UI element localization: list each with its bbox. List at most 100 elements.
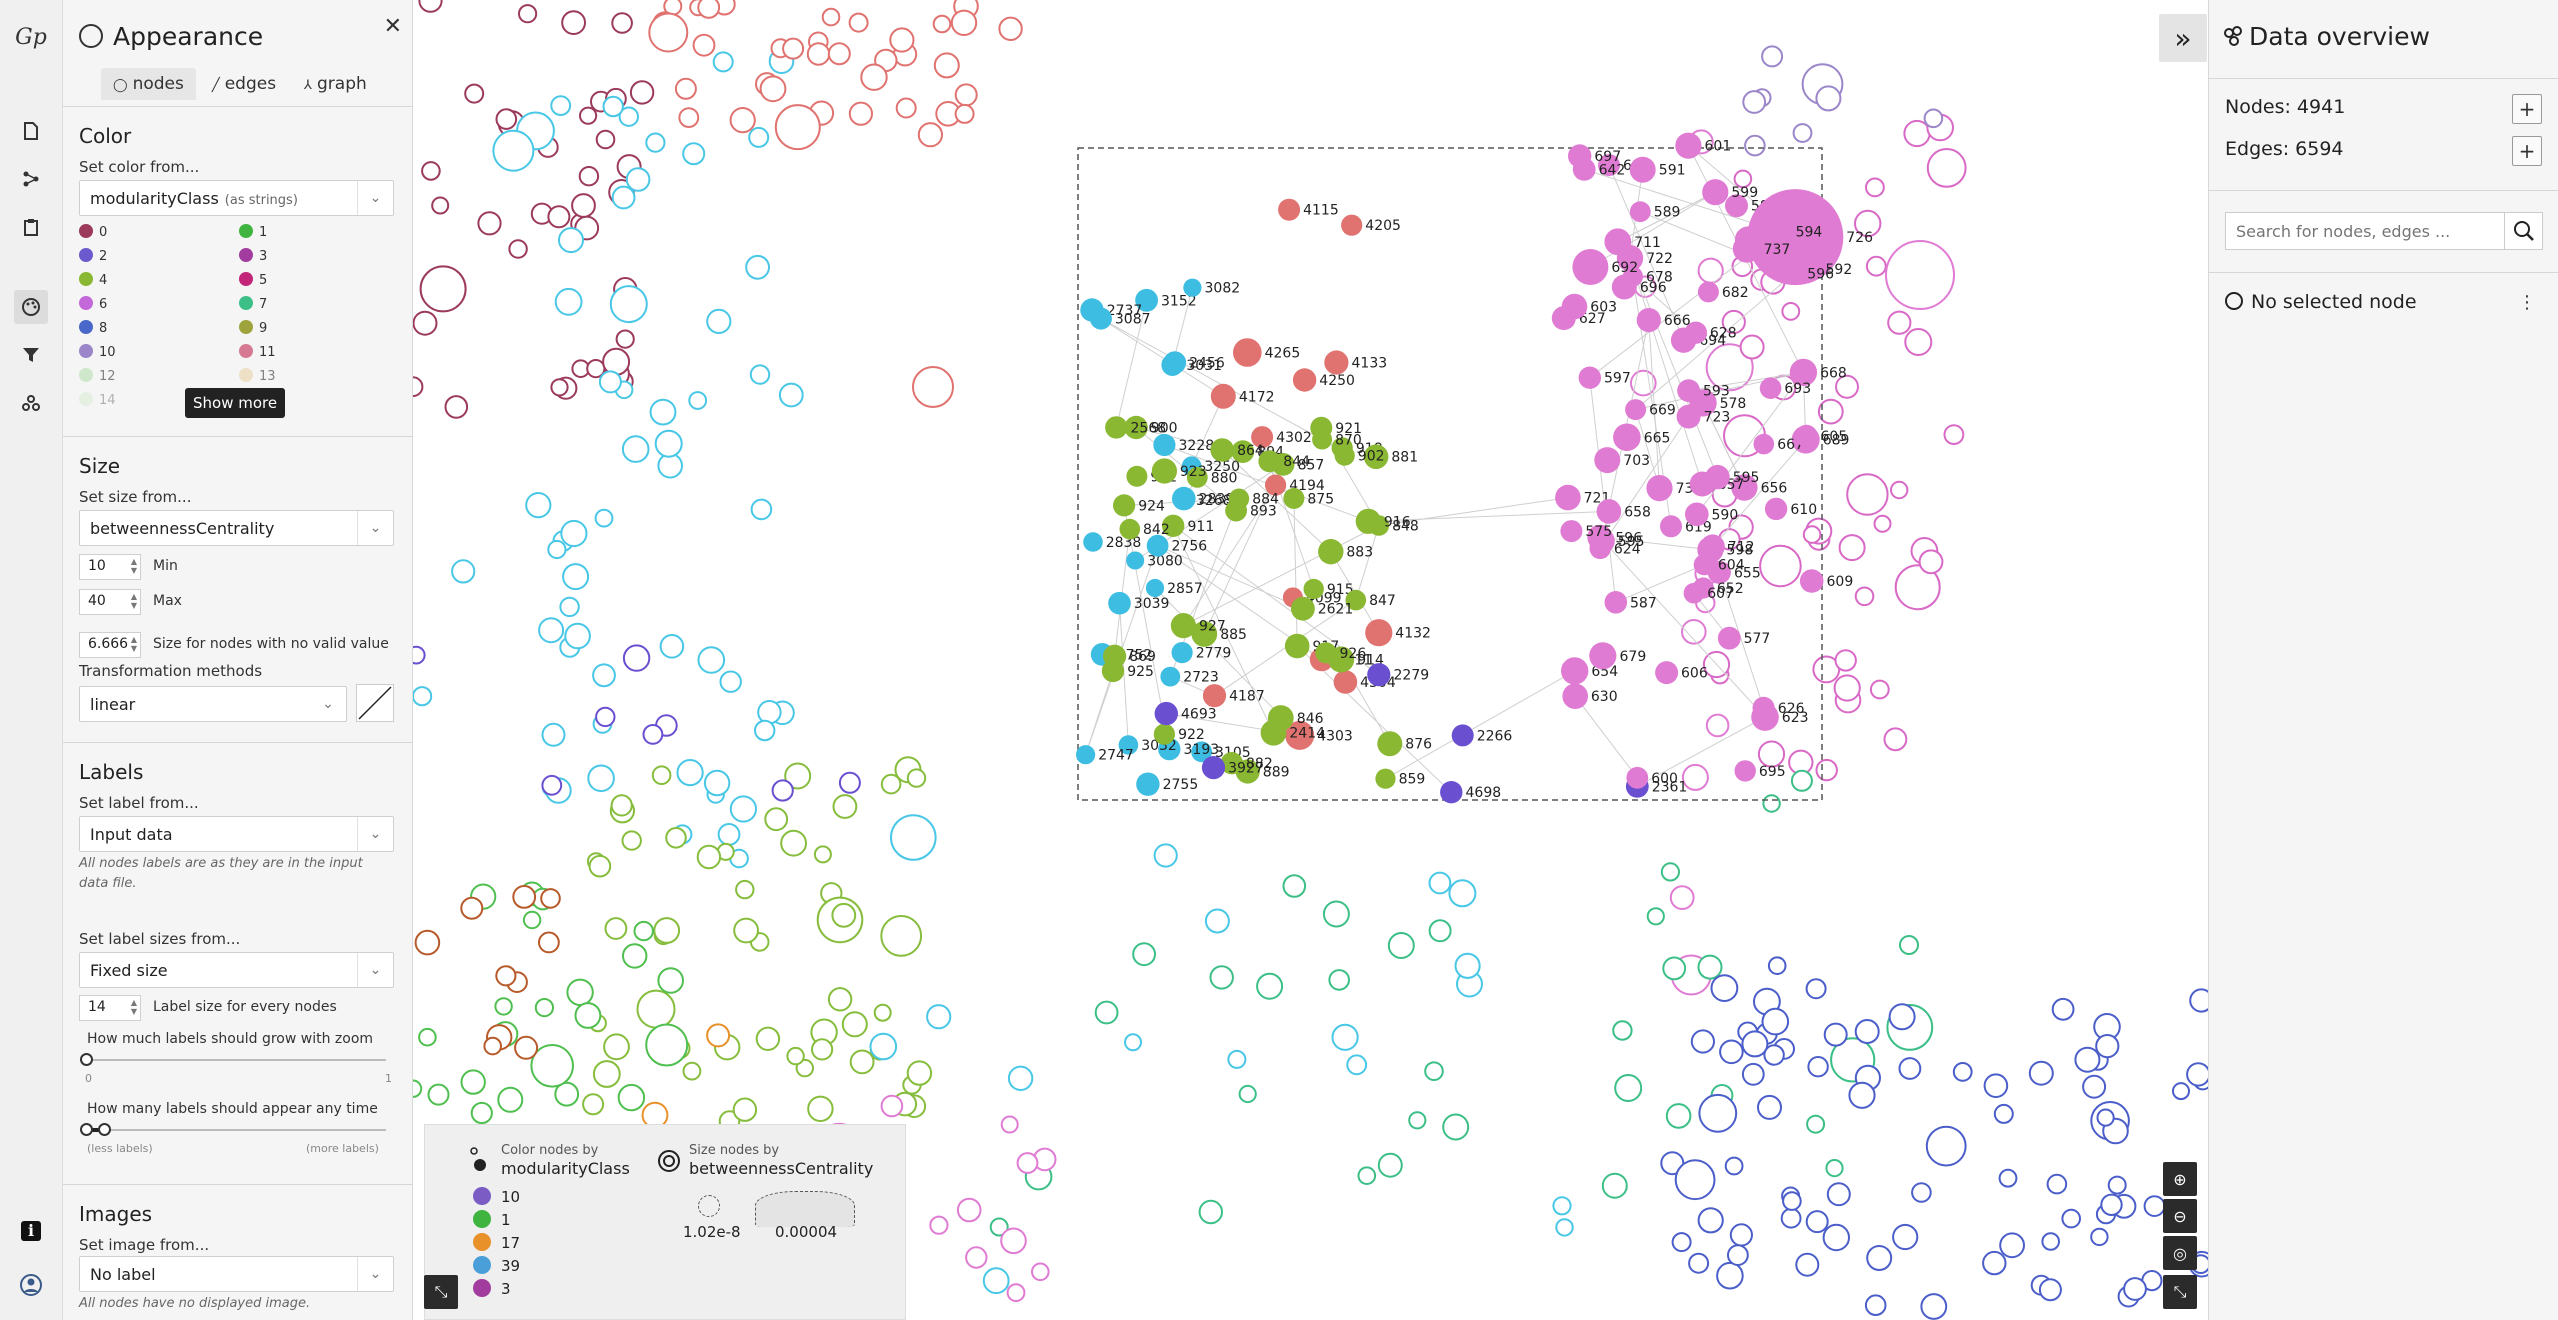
- background-node[interactable]: [621, 435, 650, 463]
- background-node[interactable]: [1733, 169, 1753, 189]
- background-node[interactable]: [906, 768, 927, 788]
- label-density-slider[interactable]: [80, 1123, 386, 1136]
- background-node[interactable]: [1920, 1293, 1948, 1320]
- background-node[interactable]: [538, 617, 565, 644]
- graph-node[interactable]: [1310, 416, 1333, 439]
- background-node[interactable]: [827, 987, 853, 1012]
- background-node[interactable]: [1665, 1103, 1692, 1129]
- graph-node[interactable]: [1561, 657, 1589, 685]
- background-node[interactable]: [1346, 1054, 1368, 1076]
- background-node[interactable]: [1697, 1207, 1724, 1234]
- background-node[interactable]: [1993, 1103, 2014, 1124]
- background-node[interactable]: [1903, 119, 1931, 148]
- search-input[interactable]: [2225, 212, 2543, 250]
- background-node[interactable]: [956, 1197, 982, 1223]
- background-node[interactable]: [841, 1011, 868, 1038]
- background-node[interactable]: [1925, 1125, 1967, 1167]
- graph-node[interactable]: [1613, 423, 1641, 452]
- background-node[interactable]: [492, 129, 535, 172]
- background-node[interactable]: [1782, 1191, 1802, 1211]
- background-node[interactable]: [1817, 398, 1844, 425]
- background-node[interactable]: [1892, 1223, 1919, 1251]
- background-node[interactable]: [764, 807, 789, 832]
- background-node[interactable]: [682, 1061, 702, 1081]
- graph-node[interactable]: [1258, 450, 1281, 473]
- graph-node[interactable]: [1555, 484, 1581, 511]
- background-node[interactable]: [754, 719, 776, 742]
- more-options-icon[interactable]: ⋮: [2518, 292, 2536, 313]
- background-node[interactable]: [642, 724, 664, 745]
- background-node[interactable]: [1124, 1033, 1142, 1052]
- background-node[interactable]: [1807, 1056, 1829, 1078]
- label-size-input[interactable]: 14 ▲ ▼: [79, 995, 141, 1021]
- background-node[interactable]: [786, 1046, 805, 1066]
- background-node[interactable]: [1761, 45, 1784, 68]
- graph-node[interactable]: [1220, 752, 1243, 775]
- background-node[interactable]: [648, 12, 689, 53]
- background-node[interactable]: [621, 830, 642, 851]
- background-node[interactable]: [1790, 769, 1813, 792]
- background-node[interactable]: [1660, 862, 1681, 882]
- background-node[interactable]: [1697, 954, 1723, 980]
- background-node[interactable]: [541, 774, 563, 796]
- background-node[interactable]: [1854, 586, 1875, 607]
- graph-node[interactable]: [1145, 578, 1165, 598]
- background-node[interactable]: [827, 42, 851, 66]
- graph-node[interactable]: [1173, 490, 1193, 510]
- background-node[interactable]: [2107, 1175, 2127, 1195]
- background-node[interactable]: [603, 1033, 630, 1061]
- graph-node[interactable]: [1655, 661, 1679, 685]
- graph-node[interactable]: [1365, 619, 1393, 647]
- background-node[interactable]: [1331, 1023, 1359, 1051]
- background-node[interactable]: [477, 211, 502, 236]
- graph-node[interactable]: [1260, 719, 1287, 746]
- background-node[interactable]: [717, 823, 741, 846]
- zoom-in-icon[interactable]: ⊕: [2163, 1162, 2197, 1196]
- background-node[interactable]: [759, 75, 787, 103]
- background-node[interactable]: [495, 965, 517, 987]
- graph-node[interactable]: [1355, 508, 1381, 534]
- label-sizes-select[interactable]: Fixed size ⌄: [79, 952, 394, 988]
- file-icon[interactable]: [14, 114, 48, 148]
- background-node[interactable]: [654, 429, 683, 458]
- background-node[interactable]: [926, 1004, 952, 1030]
- graph-node[interactable]: [1731, 474, 1758, 501]
- background-node[interactable]: [1873, 514, 1892, 533]
- background-node[interactable]: [890, 814, 937, 861]
- background-node[interactable]: [1883, 727, 1908, 752]
- background-node[interactable]: [2172, 1082, 2190, 1101]
- background-node[interactable]: [2038, 1278, 2062, 1302]
- background-node[interactable]: [1724, 1156, 1744, 1176]
- background-node[interactable]: [697, 0, 721, 19]
- background-node[interactable]: [1741, 1062, 1765, 1086]
- background-node[interactable]: [1614, 1074, 1643, 1102]
- graph-node[interactable]: [1562, 683, 1588, 709]
- user-icon[interactable]: [14, 1268, 48, 1302]
- clipboard-icon[interactable]: [14, 210, 48, 244]
- graph-node[interactable]: [1732, 234, 1761, 263]
- background-node[interactable]: [609, 285, 648, 324]
- background-node[interactable]: [1887, 310, 1912, 335]
- graph-node[interactable]: [1251, 426, 1274, 449]
- background-node[interactable]: [1612, 1020, 1633, 1041]
- background-node[interactable]: [444, 395, 469, 419]
- background-node[interactable]: [1282, 874, 1307, 898]
- graph-node[interactable]: [1292, 368, 1317, 392]
- background-node[interactable]: [954, 83, 978, 107]
- label-zoom-slider[interactable]: [80, 1053, 386, 1066]
- background-node[interactable]: [1256, 972, 1284, 1000]
- background-node[interactable]: [849, 1049, 875, 1075]
- graph-node[interactable]: [1440, 781, 1463, 804]
- background-node[interactable]: [1759, 544, 1802, 588]
- close-icon[interactable]: ✕: [383, 14, 402, 39]
- background-node[interactable]: [780, 829, 808, 857]
- graph-node[interactable]: [1799, 569, 1824, 593]
- graph-node[interactable]: [1717, 626, 1741, 650]
- background-node[interactable]: [811, 1038, 834, 1061]
- background-node[interactable]: [1031, 1262, 1050, 1282]
- graph-node[interactable]: [1278, 198, 1301, 221]
- background-node[interactable]: [1016, 1152, 1039, 1174]
- background-node[interactable]: [1943, 424, 1965, 446]
- background-node[interactable]: [508, 239, 528, 259]
- graph-node[interactable]: [1161, 354, 1184, 376]
